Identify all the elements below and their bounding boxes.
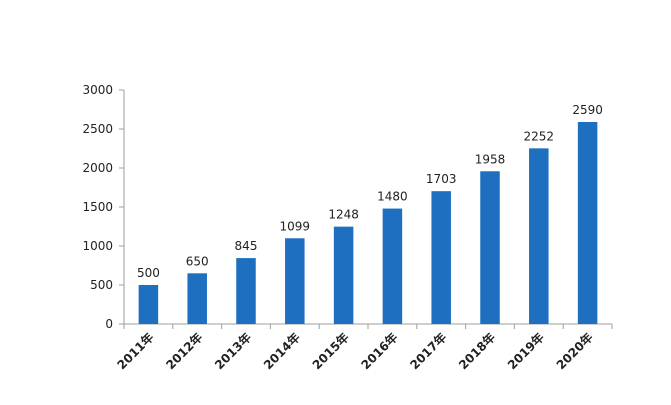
data-label: 2590: [572, 103, 603, 117]
y-tick-label: 2500: [82, 122, 113, 136]
data-label: 650: [186, 254, 209, 268]
bars: [138, 121, 598, 324]
x-tick-label: 2013年: [211, 330, 254, 373]
x-tick-label: 2017年: [407, 330, 450, 373]
data-label: 500: [137, 266, 160, 280]
y-tick-label: 3000: [82, 83, 113, 97]
data-labels: 500 650 845 1099 1248 1480 1703 1958 2252 2590: [137, 103, 603, 280]
bar-2019年: [529, 148, 549, 324]
x-tick-label: 2014年: [260, 330, 303, 373]
x-tick-label: 2020年: [553, 330, 596, 373]
y-tick-label: 0: [105, 317, 113, 331]
y-tick-label: 1000: [82, 239, 113, 253]
x-tick-label: 2015年: [309, 330, 352, 373]
x-tick-label: 2019年: [504, 330, 547, 373]
bar-2017年: [431, 191, 451, 324]
x-tick-label: 2018年: [455, 330, 498, 373]
data-label: 1099: [280, 219, 311, 233]
data-label: 2252: [524, 129, 555, 143]
data-label: 1480: [377, 190, 408, 204]
x-tick-label: 2011年: [114, 330, 157, 373]
bar-2018年: [480, 171, 500, 324]
x-tick-label: 2012年: [163, 330, 206, 373]
data-label: 1703: [426, 172, 457, 186]
x-tick-label: 2016年: [358, 330, 401, 373]
y-tick-label: 1500: [82, 200, 113, 214]
bar-2013年: [236, 258, 256, 324]
bar-2011年: [138, 285, 159, 324]
bar-2014年: [285, 238, 305, 324]
bar-2020年: [577, 121, 598, 324]
bar-2016年: [382, 208, 403, 324]
data-label: 1958: [475, 152, 506, 166]
bar-2015年: [333, 226, 354, 324]
y-tick-label: 2000: [82, 161, 113, 175]
bar-2012年: [187, 273, 207, 324]
x-axis: 2011年 2012年 2013年 2014年 2015年 2016年 2017年 2018年…: [114, 323, 613, 373]
y-axis: 0 500 1000 1500 2000 2500 3000: [82, 83, 125, 331]
y-tick-label: 500: [90, 278, 113, 292]
data-label: 1248: [328, 208, 359, 222]
data-label: 845: [235, 239, 258, 253]
